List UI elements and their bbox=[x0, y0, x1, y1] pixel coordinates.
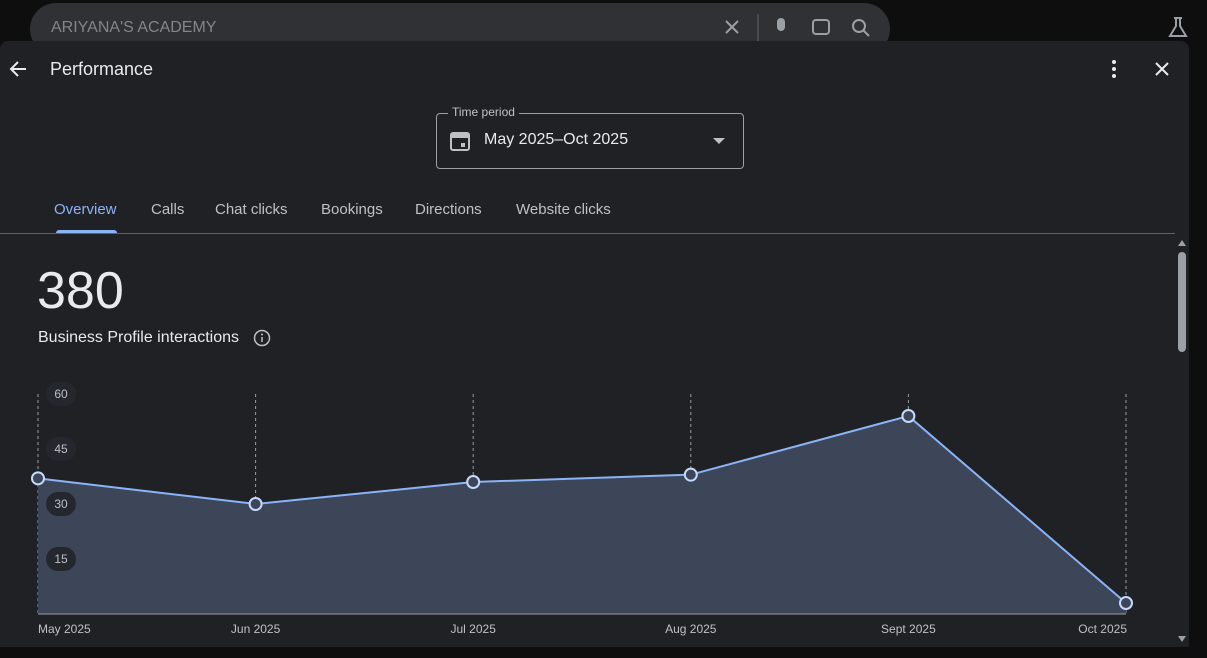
back-button[interactable] bbox=[8, 59, 30, 79]
y-tick-pill bbox=[46, 492, 76, 516]
y-tick-label: 30 bbox=[54, 497, 68, 511]
search-icon-handle bbox=[862, 29, 870, 37]
y-tick-label: 15 bbox=[54, 552, 68, 566]
search-query[interactable]: ARIYANA'S ACADEMY bbox=[51, 19, 217, 36]
scrollbar-thumb[interactable] bbox=[1178, 252, 1186, 352]
time-period-label: Time period bbox=[448, 105, 519, 119]
close-button[interactable] bbox=[1155, 62, 1169, 76]
x-tick-label: Aug 2025 bbox=[665, 622, 717, 636]
info-icon[interactable] bbox=[253, 329, 271, 347]
y-tick-label: 45 bbox=[54, 442, 68, 456]
point bbox=[248, 497, 263, 511]
tab[interactable]: Chat clicks bbox=[215, 201, 288, 218]
time-period-select[interactable] bbox=[436, 113, 744, 169]
y-tick-pill bbox=[46, 437, 76, 461]
search-icons bbox=[725, 14, 870, 42]
point bbox=[466, 475, 481, 489]
tab[interactable]: Website clicks bbox=[516, 201, 611, 218]
mic-icon[interactable] bbox=[777, 18, 785, 31]
panel-actions bbox=[1112, 60, 1169, 78]
tab[interactable]: Directions bbox=[415, 201, 482, 218]
x-tick-label: Jun 2025 bbox=[231, 622, 281, 636]
tab-indicator bbox=[56, 230, 117, 233]
tab[interactable]: Calls bbox=[151, 201, 185, 218]
tab[interactable]: Bookings bbox=[321, 201, 383, 218]
point bbox=[1119, 596, 1133, 610]
y-tick-label: 60 bbox=[54, 387, 68, 401]
tab[interactable]: Overview bbox=[54, 201, 117, 218]
x-tick-label: May 2025 bbox=[38, 622, 91, 636]
y-tick-pill bbox=[46, 382, 76, 406]
lens-icon[interactable] bbox=[812, 19, 830, 35]
line bbox=[37, 414, 1127, 604]
time-period-value: May 2025–Oct 2025 bbox=[484, 131, 629, 148]
x-tick-label: Jul 2025 bbox=[451, 622, 497, 636]
point bbox=[683, 467, 698, 482]
panel-title: Performance bbox=[50, 59, 154, 79]
area-fill bbox=[38, 416, 1126, 614]
divider bbox=[0, 233, 1175, 234]
metric-value: 380 bbox=[37, 262, 124, 320]
labs-icon[interactable] bbox=[1166, 16, 1190, 40]
more-button-dot bbox=[1112, 74, 1116, 78]
metric-label: Business Profile interactions bbox=[38, 329, 239, 346]
calendar-icon bbox=[450, 132, 470, 151]
scroll-arrows bbox=[1178, 240, 1186, 642]
search-icon[interactable] bbox=[852, 19, 866, 33]
chart: 15 30 45 60 May 2025 Jun 2025 Jul 2025 Aug 2025… bbox=[31, 382, 1133, 636]
y-tick-pill bbox=[46, 547, 76, 571]
more-button[interactable] bbox=[1112, 60, 1116, 64]
more-button-dot bbox=[1112, 67, 1116, 71]
clear-icon[interactable] bbox=[725, 20, 739, 34]
x-tick-label: Oct 2025 bbox=[1078, 622, 1127, 636]
dropdown-arrow bbox=[713, 138, 725, 144]
point bbox=[31, 471, 45, 486]
x-tick-label: Sept 2025 bbox=[881, 622, 936, 636]
point bbox=[901, 409, 916, 423]
